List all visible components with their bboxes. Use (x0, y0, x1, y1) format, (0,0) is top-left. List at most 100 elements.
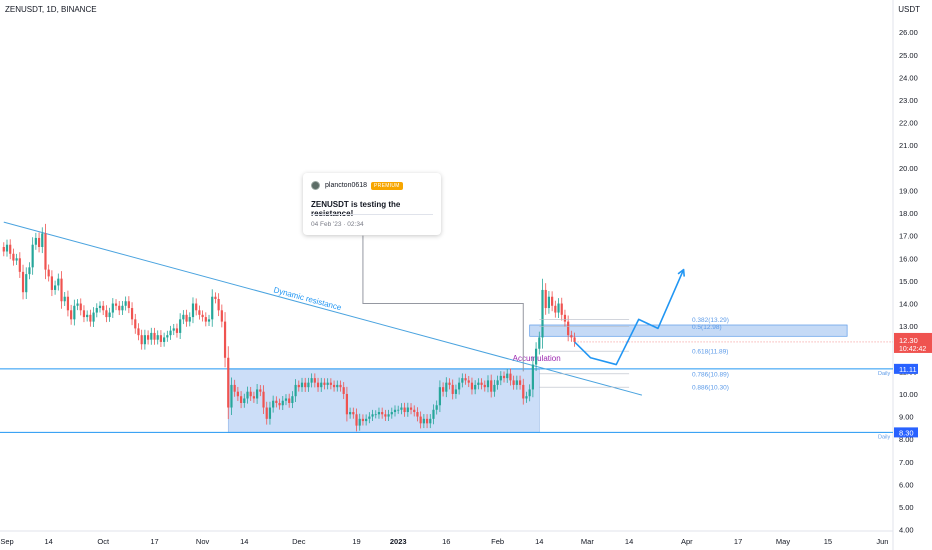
candle-body (70, 310, 73, 320)
time-tick-label: Oct (97, 537, 110, 546)
fib-level-label: 0.5(12.98) (692, 324, 722, 331)
price-tick-label: 13.00 (899, 322, 918, 331)
time-tick-label: 19 (352, 537, 360, 546)
time-tick-label: Feb (491, 537, 504, 546)
candle-body (198, 310, 201, 315)
candle-body (191, 303, 195, 318)
candle-body (166, 335, 169, 338)
candle-body (361, 418, 365, 422)
candle-body (227, 357, 230, 408)
candle-body (137, 328, 140, 336)
candle-body (2, 246, 5, 252)
candle-body (573, 337, 576, 342)
time-tick-label: 15 (824, 537, 832, 546)
candle-body (57, 278, 60, 286)
fib-level-label: 0.382(13.29) (692, 317, 729, 324)
candle-body (79, 303, 82, 311)
candle-body (288, 398, 291, 403)
avatar[interactable] (311, 181, 320, 190)
candle-body (448, 382, 451, 385)
candle-body (272, 400, 275, 408)
candle-body (262, 391, 265, 408)
candle-body (316, 382, 320, 388)
candle-body (384, 414, 387, 417)
time-tick-label: 17 (734, 537, 742, 546)
candle-body (534, 348, 538, 365)
price-axis-unit: USDT (898, 5, 920, 14)
candle-body (37, 237, 41, 247)
time-tick-label: 2023 (390, 537, 407, 546)
idea-title[interactable]: ZENUSDT is testing the resistance! (311, 200, 401, 218)
candle-body (12, 253, 15, 261)
candle-body (371, 414, 374, 417)
candle-body (220, 310, 223, 322)
price-tick-label: 14.00 (899, 300, 918, 309)
candle-body (195, 303, 198, 311)
candle-body (419, 416, 422, 424)
candle-body (538, 337, 541, 349)
candle-body (188, 317, 191, 322)
candle-body (406, 407, 409, 413)
candle-body (140, 335, 143, 345)
candle-body (570, 335, 573, 338)
candle-body (92, 312, 95, 322)
candle-body (47, 269, 50, 277)
time-tick-label: Sep (0, 537, 13, 546)
candle-body (243, 398, 246, 403)
projection-path (574, 269, 685, 366)
candle-body (34, 237, 37, 245)
candle-body (445, 382, 448, 392)
candle-body (53, 285, 57, 290)
time-tick-label: 14 (45, 537, 53, 546)
candle-body (5, 244, 9, 252)
candle-body (490, 380, 493, 392)
candle-body (320, 382, 323, 388)
candle-body (284, 398, 288, 401)
price-tick-label: 22.00 (899, 119, 918, 128)
candle-body (300, 382, 304, 388)
price-tick-label: 25.00 (899, 51, 918, 60)
candle-body (393, 409, 397, 413)
candle-body (182, 314, 185, 320)
candle-body (268, 407, 272, 419)
time-tick-label: Nov (196, 537, 210, 546)
price-tick-label: 23.00 (899, 96, 918, 105)
candle-body (435, 405, 438, 410)
candle-body (211, 296, 214, 320)
fib-level-label: 0.618(11.89) (692, 349, 728, 356)
candle-body (146, 335, 150, 340)
candle-body (349, 412, 352, 415)
candle-body (86, 314, 89, 318)
idea-card[interactable]: plancton0618 PREMIUM ZENUSDT is testing … (303, 173, 441, 235)
price-tick-label: 26.00 (899, 28, 918, 37)
trendline-label: Dynamic resistance (273, 285, 343, 312)
candle-body (339, 384, 342, 388)
candle-body (313, 378, 316, 383)
candle-body (9, 244, 12, 254)
candle-body (98, 305, 102, 309)
candle-body (336, 384, 339, 388)
candle-body (179, 319, 182, 333)
price-tick-label: 16.00 (899, 254, 918, 263)
candle-body (416, 412, 419, 417)
price-tick-label: 9.00 (899, 413, 914, 422)
candle-body (432, 409, 435, 419)
candle-body (82, 310, 86, 318)
price-tick-label: 19.00 (899, 186, 918, 195)
candle-body (60, 278, 63, 302)
candle-body (496, 380, 499, 385)
candle-body (451, 384, 454, 394)
candle-body (172, 328, 175, 331)
candle-body (294, 384, 297, 397)
idea-callout-line (362, 235, 524, 372)
candle-body (233, 384, 236, 392)
author-name[interactable]: plancton0618 (325, 182, 368, 189)
candle-body (345, 393, 348, 415)
card-divider (311, 214, 433, 215)
candle-body (236, 391, 239, 397)
candle-body (185, 314, 188, 322)
candle-body (531, 364, 534, 390)
candle-body (95, 308, 98, 313)
candle-body (512, 380, 515, 385)
